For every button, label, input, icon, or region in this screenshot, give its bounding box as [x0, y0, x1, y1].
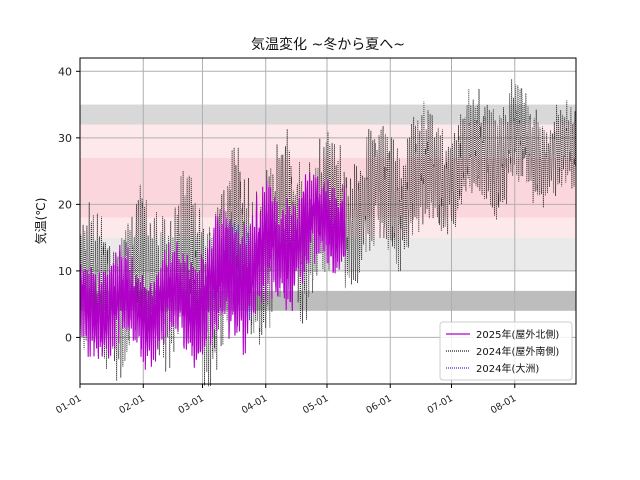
- x-tick-label: 02-01: [117, 393, 146, 416]
- x-tick-label: 07-01: [426, 393, 455, 416]
- y-tick-label: 40: [58, 65, 72, 78]
- legend-label: 2025年(屋外北側): [476, 328, 559, 341]
- x-axis-ticks: 01-01 02-01 03-01 04-01 05-01 06-01 07-01 08-01: [54, 384, 518, 416]
- x-tick-label: 04-01: [240, 393, 269, 416]
- legend-label: 2024年(大洲): [476, 362, 539, 375]
- y-tick-label: 30: [58, 132, 72, 145]
- legend-label: 2024年(屋外南側): [476, 345, 559, 358]
- band: [80, 104, 576, 125]
- x-tick-label: 05-01: [301, 393, 330, 416]
- x-tick-label: 03-01: [177, 393, 206, 416]
- y-tick-label: 10: [58, 265, 72, 278]
- series-layer: [79, 79, 577, 387]
- x-tick-label: 08-01: [489, 393, 518, 416]
- series-line: [79, 172, 346, 370]
- y-tick-label: 20: [58, 198, 72, 211]
- series-line: [79, 79, 577, 387]
- y-axis-ticks: 0 10 20 30 40: [58, 65, 80, 344]
- x-tick-label: 06-01: [364, 393, 393, 416]
- legend-box: [439, 321, 573, 381]
- y-axis-label: 気温(℃): [33, 198, 48, 245]
- y-tick-label: 0: [65, 331, 72, 344]
- x-tick-label: 01-01: [54, 393, 83, 416]
- band: [80, 124, 576, 138]
- legend: 2025年(屋外北側) 2024年(屋外南側) 2024年(大洲): [439, 321, 573, 381]
- chart-title: 気温変化 ~冬から夏へ~: [251, 36, 405, 53]
- plot-frame: [79, 57, 577, 385]
